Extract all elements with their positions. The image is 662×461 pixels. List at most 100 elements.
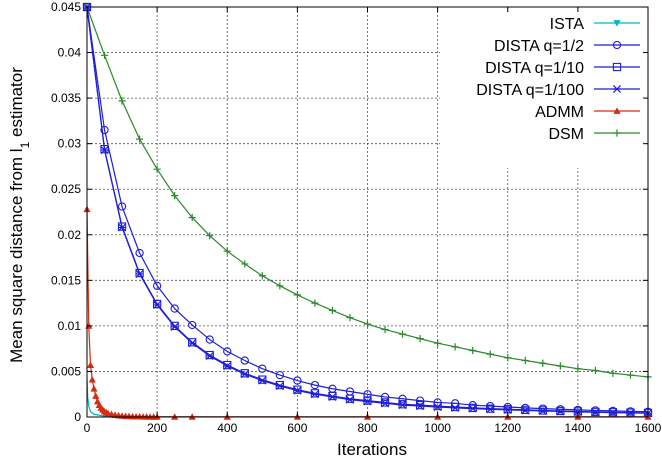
data-point [608, 408, 617, 417]
data-point [591, 366, 600, 375]
data-point [223, 247, 231, 255]
y-tick-label: 0.04 [58, 46, 82, 60]
data-point [434, 339, 442, 347]
y-tick-label: 0.03 [58, 137, 82, 151]
legend-marker [613, 107, 621, 114]
data-point [451, 343, 459, 351]
data-point [86, 361, 95, 368]
data-point [398, 330, 407, 338]
data-point [328, 306, 337, 314]
data-point [90, 385, 98, 392]
x-tick-label: 1400 [565, 421, 592, 435]
data-point [415, 396, 425, 405]
data-point [398, 394, 407, 403]
data-point [92, 392, 100, 399]
axis-ticks: 0 200 400 600 800 1000 1200 1400 1600 0 0.005 0.01 0… [51, 0, 662, 435]
data-point [556, 407, 565, 416]
data-point [135, 268, 144, 278]
data-point [100, 125, 109, 135]
legend-marker [613, 129, 621, 137]
data-point [100, 51, 109, 59]
data-point [206, 232, 214, 240]
y-tick-label: 0 [74, 410, 81, 424]
data-point [118, 223, 127, 232]
y-tick-label: 0.025 [51, 182, 81, 196]
data-point [223, 360, 232, 370]
y-tick-label: 0.015 [51, 273, 81, 287]
data-point [293, 291, 301, 299]
data-point [88, 376, 96, 383]
data-point [573, 407, 582, 416]
x-tick-label: 1200 [494, 421, 521, 435]
data-point [538, 406, 547, 416]
x-tick-label: 600 [287, 421, 307, 435]
series-dsm [83, 3, 652, 381]
data-point [433, 402, 442, 412]
legend-label: DISTA q=1/100 [476, 82, 584, 99]
data-point [380, 392, 390, 402]
series-line [86, 6, 649, 413]
data-point [117, 202, 127, 211]
data-point [415, 401, 425, 410]
data-point [170, 304, 179, 313]
data-point [153, 300, 162, 309]
data-point [118, 97, 126, 105]
legend-marker [612, 84, 622, 94]
legend-entry: ADMM [535, 104, 640, 121]
data-point [188, 338, 197, 347]
legend-label: ISTA [550, 16, 585, 33]
data-point [363, 320, 372, 328]
data-point [310, 380, 320, 390]
x-tick-label: 200 [147, 421, 167, 435]
y-tick-label: 0.045 [51, 0, 81, 14]
data-point [503, 405, 512, 414]
data-point [135, 135, 144, 143]
data-point [152, 299, 162, 309]
legend-label: DISTA q=1/2 [494, 38, 584, 55]
data-point [223, 361, 232, 371]
series-dista-q-1-100 [82, 2, 653, 418]
data-point [258, 272, 266, 280]
data-point [381, 399, 390, 408]
data-point [363, 390, 372, 399]
x-tick-label: 1600 [635, 421, 662, 435]
y-tick-label: 0.005 [51, 364, 81, 378]
data-point [100, 146, 109, 155]
data-point [153, 165, 161, 173]
plot-series [82, 2, 653, 420]
legend-background [440, 12, 647, 168]
data-point [626, 371, 635, 379]
legend-label: ADMM [535, 104, 584, 121]
data-point [223, 347, 232, 356]
data-point [205, 335, 214, 344]
data-point [504, 354, 512, 362]
data-point [240, 356, 249, 365]
legend-entry: DISTA q=1/100 [476, 82, 640, 99]
data-point [205, 350, 214, 360]
data-point [188, 320, 197, 330]
data-point [591, 408, 600, 417]
data-point [363, 397, 372, 406]
data-point [311, 299, 319, 307]
data-point [310, 390, 319, 399]
x-tick-label: 1000 [424, 421, 451, 435]
legend: ISTA DISTA q=1/2 DISTA q=1/10 DISTA q=1/100… [440, 12, 647, 168]
data-point [433, 401, 442, 411]
data-point [240, 370, 249, 379]
x-axis-title: Iterations [337, 440, 407, 459]
data-point [188, 339, 197, 348]
y-tick-label: 0.01 [58, 319, 82, 333]
data-point [293, 386, 302, 395]
data-point [188, 213, 196, 222]
data-point [205, 351, 214, 360]
data-point [293, 376, 302, 385]
data-point [117, 222, 127, 231]
legend-marker [612, 62, 622, 72]
data-point [486, 405, 495, 414]
x-tick-label: 0 [84, 421, 91, 435]
data-point [539, 359, 547, 367]
data-point [609, 369, 617, 377]
y-tick-label: 0.02 [58, 228, 82, 242]
